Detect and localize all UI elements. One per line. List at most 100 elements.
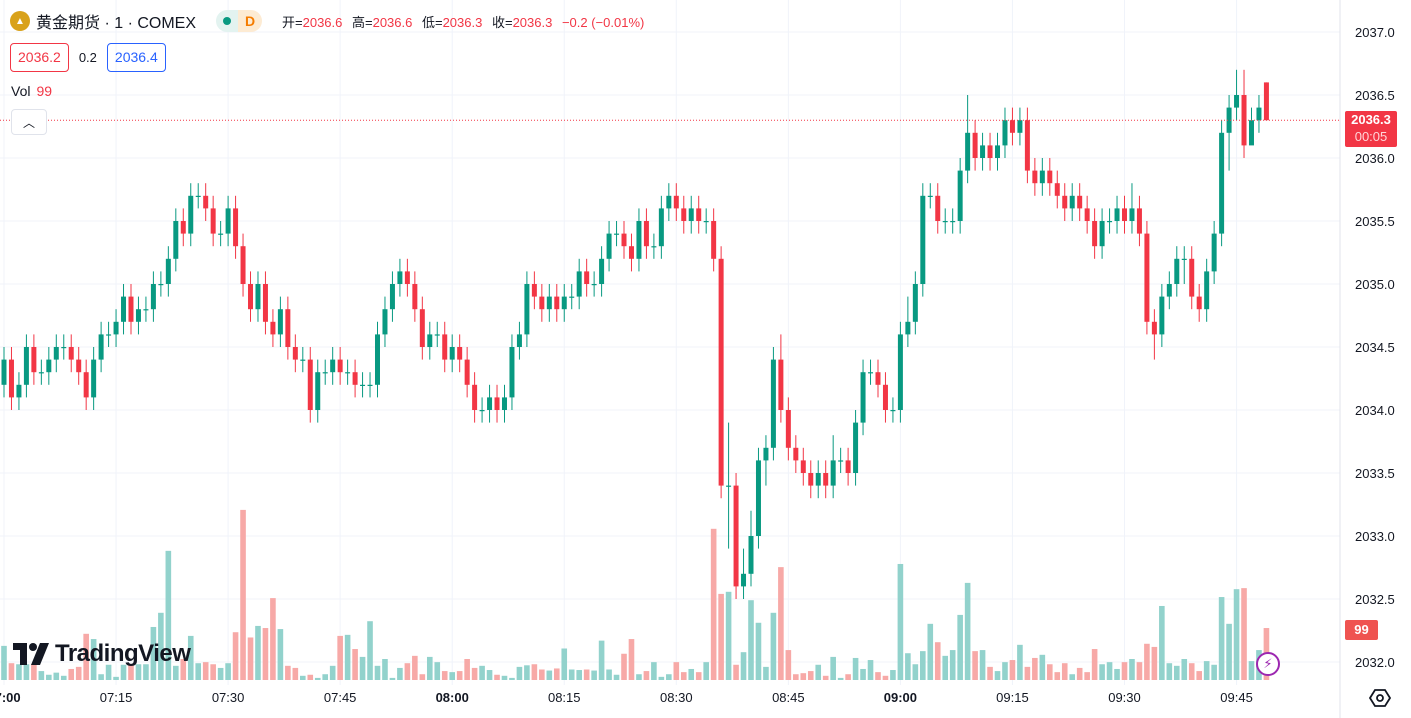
volume-bar [606,669,612,680]
candle-body [1009,120,1015,133]
volume-bar [1129,659,1135,680]
symbol-title[interactable]: 黄金期货 · 1 · COMEX [36,15,197,32]
volume-bar [1002,662,1008,680]
volume-bar [337,635,343,680]
volume-bar [486,670,493,680]
candle-body [778,359,784,410]
candle-body [763,447,769,461]
candle-body [845,460,851,473]
volume-bar [703,662,709,680]
volume-bar [912,664,919,680]
candle-body [188,195,194,234]
volume-bar [979,650,986,680]
volume-bar [890,670,896,680]
candle-body [808,473,814,486]
candle-body [621,233,627,247]
candle-body [1062,195,1068,209]
candle-body [397,271,403,284]
candle-body [748,536,754,574]
candle-body [479,410,485,412]
candle-body [1114,208,1120,221]
volume-bar [680,672,687,680]
lightning-icon[interactable]: ⚡ [1256,652,1280,676]
candle-body [322,372,328,374]
volume-bar [128,664,134,680]
candle-body [606,233,612,259]
price-tick-label: 2035.5 [1355,214,1395,229]
candle-body [860,372,866,423]
candle-body [1226,107,1232,133]
candle-body [165,258,171,284]
volume-bar [113,676,119,680]
candle-body [98,334,104,360]
volume-bar [240,509,246,680]
volume-bar [494,674,500,680]
candle-body [412,284,418,310]
volume-bar [1226,623,1232,680]
candle-body [494,397,500,410]
candle-body [501,397,507,410]
candle-body [218,233,224,235]
candle-body [726,485,732,487]
volume-bar [755,622,762,680]
candle-body [135,309,141,322]
volume-bar [830,656,836,680]
candle-body [935,195,941,221]
volume-bar [143,664,149,680]
candle-body [636,221,642,259]
volume-bar [367,621,373,680]
candle-body [270,321,276,335]
volume-bar [666,674,672,680]
volume-price-label: 99 [1345,620,1378,640]
candle-body [210,208,216,234]
volume-bar [53,672,60,680]
volume-bar [105,664,112,680]
buy-button[interactable]: 2036.4 [106,43,166,72]
volume-bar [860,668,866,680]
candle-body [830,460,836,486]
sell-button[interactable]: 2036.2 [10,43,69,72]
volume-bar [135,664,142,680]
candle-body [853,422,859,473]
volume-bar [905,653,911,680]
candle-body [516,334,522,347]
candle-body [599,258,605,284]
candle-body [53,347,59,360]
price-tick-label: 2033.5 [1355,466,1395,481]
volume-bar [1196,671,1202,680]
chart-settings-icon[interactable] [1369,688,1391,708]
volume-bar [673,662,680,680]
volume-bar [1173,665,1180,680]
candle-body [591,284,597,286]
volume-bar [1188,663,1195,680]
candle-body [31,347,37,373]
volume-bar [867,660,874,680]
candle-body [681,208,687,221]
candle-body [815,473,821,486]
status-pill[interactable]: D [216,10,263,32]
candle-body [688,208,694,221]
volume-bar [1,645,7,680]
volume-bar [807,671,814,680]
volume-bar [479,665,485,680]
volume-legend-label: Vol [11,83,31,99]
ohlc-values: 开=2036.6 高=2036.6 低=2036.3 收=2036.3 −0.2… [282,12,650,31]
candle-body [733,485,739,587]
open-label: 开= [282,14,303,30]
volume-bar [83,633,89,680]
candle-body [337,359,343,373]
price-axis[interactable]: 2037.0 2036.5 2036.0 2035.5 2035.0 2034.5 2034… [1355,25,1395,670]
candle-body [472,384,478,410]
volume-bar [449,672,455,680]
volume-bar [1039,654,1046,680]
high-value: 2036.6 [372,14,413,30]
candle-body [113,321,119,335]
collapse-legend-button[interactable]: ︿ [11,109,47,135]
candle-body [584,271,590,284]
candle-body [16,384,22,398]
spread-value: 0.2 [78,50,97,65]
tradingview-logo[interactable]: TradingView [13,640,191,668]
time-axis[interactable]: 07:00 07:15 07:30 07:45 08:00 08:15 08:30 08:45… [0,690,1253,705]
candle-body [1219,132,1225,234]
